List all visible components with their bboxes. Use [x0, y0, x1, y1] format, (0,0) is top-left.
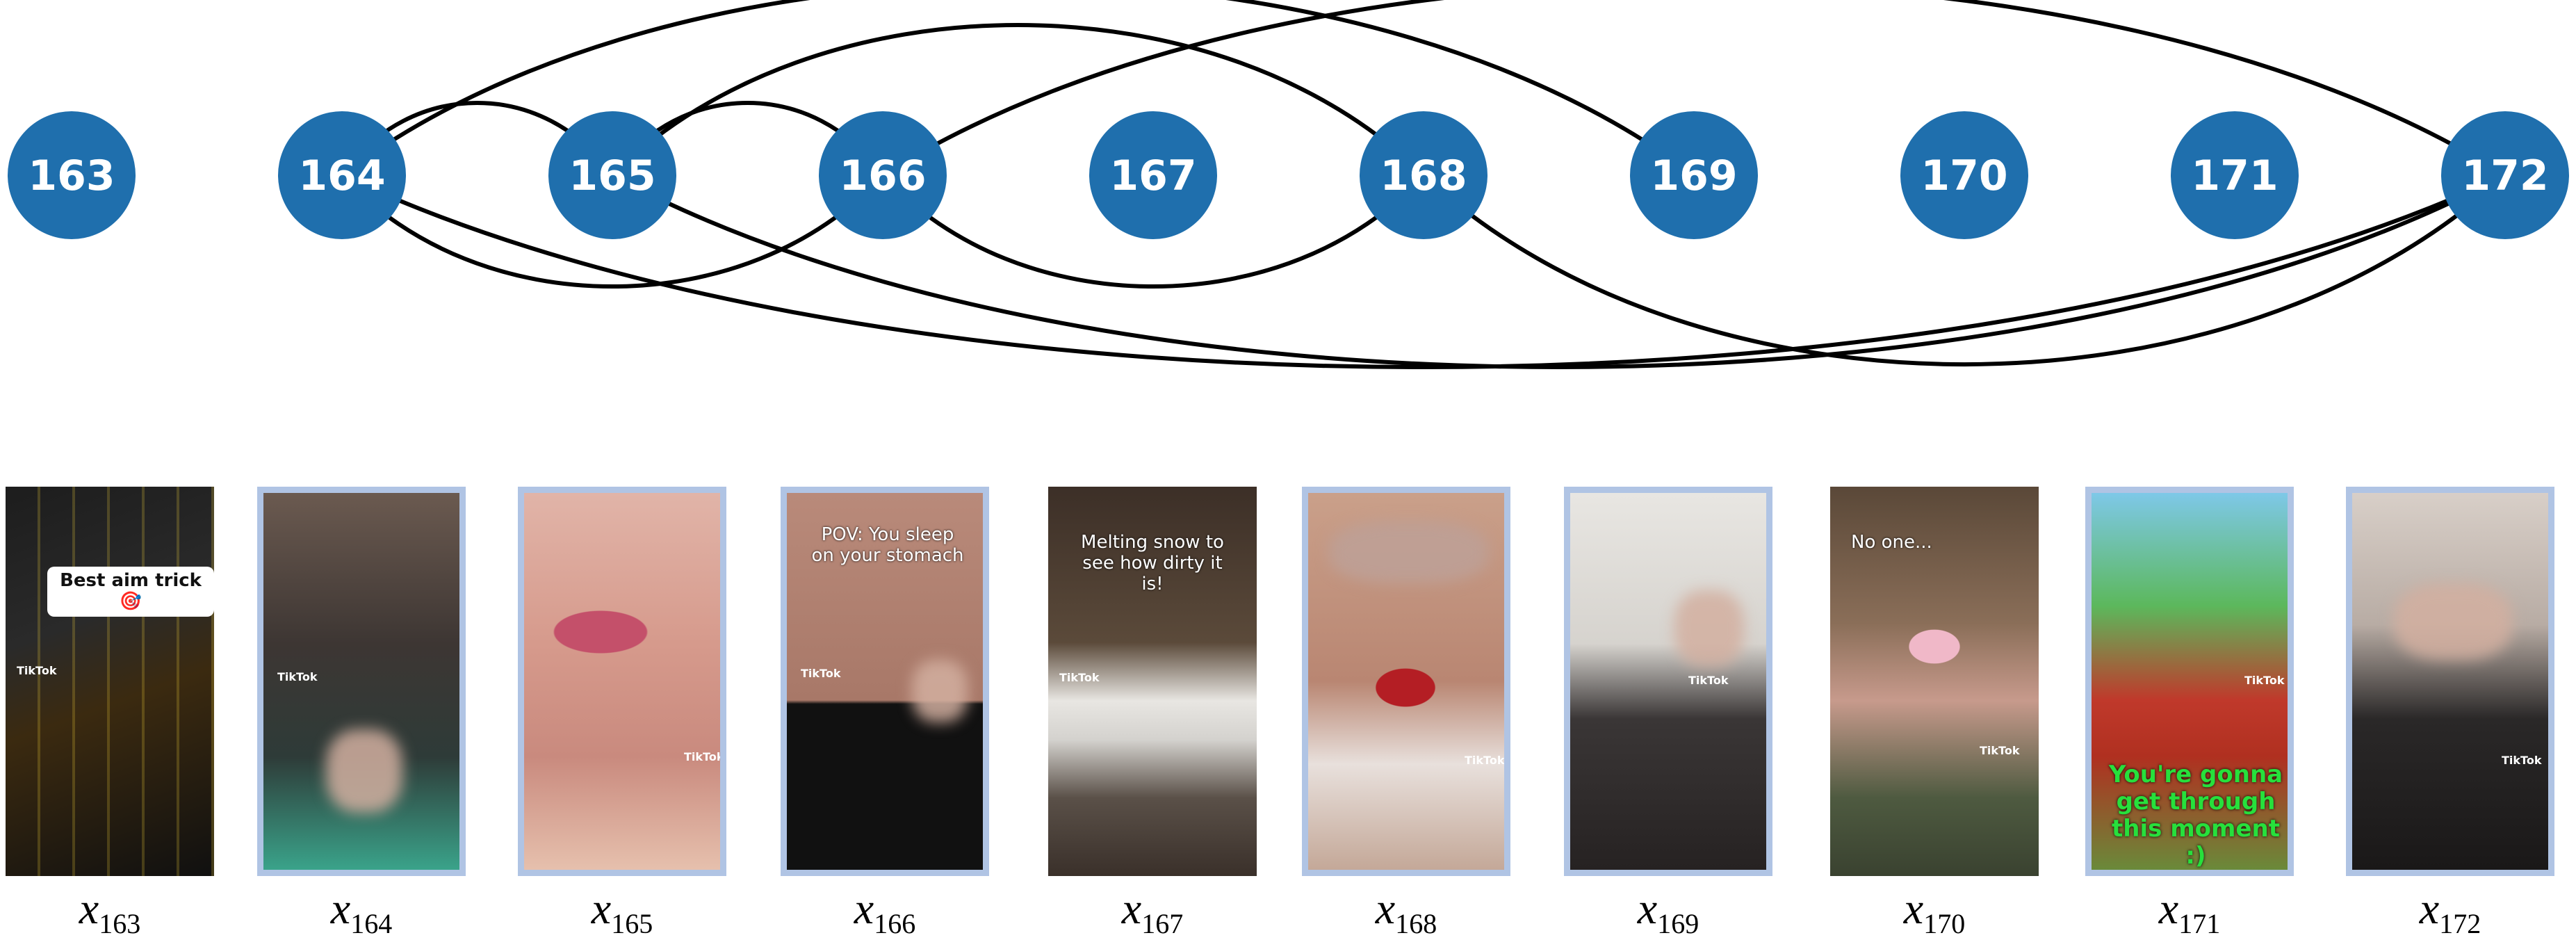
node-label: 169: [1650, 152, 1737, 200]
node-168: 168: [1360, 111, 1487, 239]
frame-label-170: x170: [1903, 884, 1966, 939]
edge-164-172: [341, 173, 2506, 369]
node-label: 167: [1109, 152, 1196, 200]
frame-label-169: x169: [1637, 884, 1699, 939]
node-circle: [819, 111, 947, 239]
edge-166-172: [881, 0, 2506, 177]
node-163: 163: [8, 111, 136, 239]
node-label: 166: [839, 152, 926, 200]
tiktok-watermark: TikTok: [277, 670, 318, 683]
node-circle: [1900, 111, 2028, 239]
frame-thumbnail-171: You're gonna get through this moment :) …: [2085, 487, 2294, 876]
frame-caption: Melting snow to see how dirty it is!: [1081, 532, 1224, 594]
frame-label-165: x165: [591, 884, 653, 939]
frame-thumbnail-163: Best aim trick🎯 TikTok: [6, 487, 214, 876]
frame-strip: Best aim trick🎯 TikTok TikTok TikTok POV…: [0, 487, 2576, 876]
node-circle: [2441, 111, 2569, 239]
node-170: 170: [1900, 111, 2028, 239]
frame-caption: Best aim trick🎯: [47, 567, 214, 617]
tiktok-watermark: TikTok: [684, 750, 724, 763]
node-label: 164: [298, 152, 385, 200]
edge-164-169: [341, 0, 1695, 177]
node-label: 168: [1380, 152, 1467, 200]
nodes: 163 164 165 166 167 168 169 170 171 172: [8, 111, 2569, 239]
node-circle: [1089, 111, 1217, 239]
node-165: 165: [548, 111, 676, 239]
node-171: 171: [2171, 111, 2299, 239]
tiktok-watermark: TikTok: [801, 667, 841, 680]
edge-164-166: [340, 173, 885, 289]
frame-thumbnail-168: TikTok: [1302, 487, 1510, 876]
node-circle: [278, 111, 406, 239]
frame-label-166: x166: [854, 884, 916, 939]
frame-label-164: x164: [330, 884, 393, 939]
node-label: 165: [569, 152, 655, 200]
tiktok-watermark: TikTok: [2502, 754, 2542, 767]
edge-168-172: [1421, 173, 2507, 366]
node-circle: [1630, 111, 1758, 239]
node-172: 172: [2441, 111, 2569, 239]
frame-thumbnail-164: TikTok: [257, 487, 466, 876]
tiktok-watermark: TikTok: [1980, 744, 2020, 757]
frame-caption: No one...: [1851, 532, 1932, 553]
node-169: 169: [1630, 111, 1758, 239]
node-circle: [8, 111, 136, 239]
frame-thumbnail-169: TikTok: [1564, 487, 1772, 876]
node-circle: [2171, 111, 2299, 239]
frame-thumbnail-165: TikTok: [518, 487, 726, 876]
edge-165-168: [610, 22, 1426, 177]
tiktok-watermark: TikTok: [1688, 674, 1729, 687]
node-label: 163: [28, 152, 115, 200]
frame-thumbnail-172: TikTok: [2346, 487, 2554, 876]
tiktok-watermark: TikTok: [2244, 674, 2285, 687]
node-label: 172: [2461, 152, 2548, 200]
frame-caption: You're gonna get through this moment :): [2108, 761, 2283, 870]
tiktok-watermark: TikTok: [17, 664, 57, 677]
node-label: 170: [1921, 152, 2007, 200]
frame-caption: POV: You sleep on your stomach: [811, 524, 964, 566]
tiktok-watermark: TikTok: [1059, 671, 1100, 684]
frame-label-163: x163: [79, 884, 141, 939]
frame-label-171: x171: [2158, 884, 2221, 939]
frame-label-172: x172: [2419, 884, 2481, 939]
node-circle: [1360, 111, 1487, 239]
node-164: 164: [278, 111, 406, 239]
frame-thumbnail-167: Melting snow to see how dirty it is! Tik…: [1048, 487, 1257, 876]
edge-166-168: [881, 173, 1426, 289]
node-167: 167: [1089, 111, 1217, 239]
frame-thumbnail-170: No one... TikTok: [1830, 487, 2039, 876]
frame-label-168: x168: [1375, 884, 1437, 939]
similarity-graph: 163 164 165 166 167 168 169 170 171 172: [8, 0, 2569, 369]
tiktok-watermark: TikTok: [1465, 754, 1505, 767]
edges: [340, 0, 2507, 369]
edge-165-172: [611, 173, 2506, 369]
frame-thumbnail-166: POV: You sleep on your stomach TikTok: [781, 487, 989, 876]
frame-label-167: x167: [1121, 884, 1184, 939]
node-166: 166: [819, 111, 947, 239]
node-circle: [548, 111, 676, 239]
node-label: 171: [2191, 152, 2278, 200]
